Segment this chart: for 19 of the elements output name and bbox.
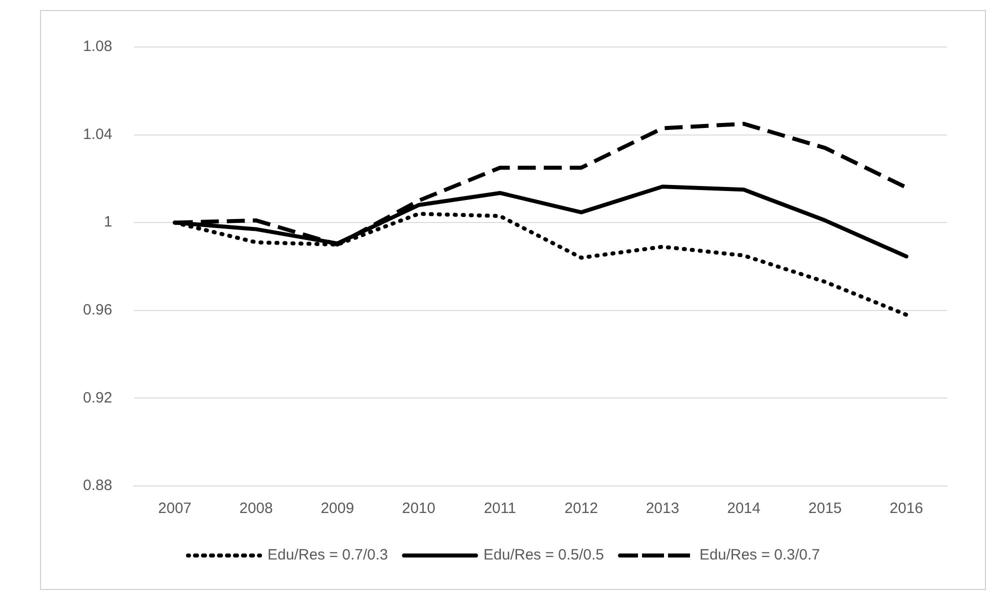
x-tick-label: 2010 — [402, 500, 436, 518]
x-tick-label: 2015 — [808, 500, 842, 518]
y-tick-label: 0.88 — [82, 477, 112, 494]
x-tick-label: 2009 — [320, 500, 354, 518]
x-tick-label: 2007 — [158, 500, 192, 518]
legend-label: Edu/Res = 0.7/0.3 — [268, 546, 388, 564]
y-tick-label: 0.92 — [82, 389, 112, 406]
x-tick-label: 2013 — [646, 500, 680, 518]
y-tick-label: 1 — [104, 214, 112, 231]
legend-label: Edu/Res = 0.5/0.5 — [484, 546, 604, 564]
y-tick-label: 1.08 — [82, 38, 112, 56]
y-tick-label: 1.04 — [82, 126, 112, 143]
x-tick-label: 2008 — [239, 500, 273, 518]
x-tick-label: 2011 — [484, 500, 516, 518]
legend-label: Edu/Res = 0.3/0.7 — [700, 546, 820, 564]
x-tick-label: 2012 — [564, 500, 598, 518]
x-tick-label: 2016 — [890, 500, 924, 518]
y-tick-label: 0.96 — [82, 302, 112, 319]
x-tick-label: 2014 — [727, 500, 760, 518]
